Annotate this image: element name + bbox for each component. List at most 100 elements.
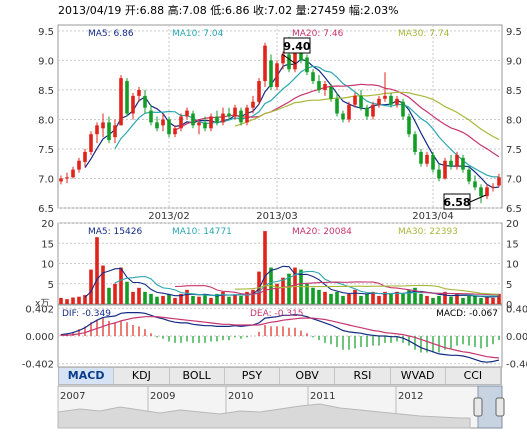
price-candle-body	[281, 54, 285, 64]
volume-bar	[419, 293, 423, 304]
tab-rsi[interactable]: RSI	[335, 368, 391, 384]
price-candle	[221, 107, 225, 126]
volume-ma-lines	[84, 265, 500, 298]
macd-y-ticks: 0.402 0.402 0.000 0.000 -0.402 -0.402	[22, 304, 527, 370]
volume-bar	[341, 295, 345, 304]
price-candle	[425, 151, 429, 167]
price-candle-body	[215, 116, 219, 123]
price-ma5-line	[84, 58, 500, 189]
volume-bar	[449, 296, 453, 304]
price-candle	[125, 78, 129, 117]
price-candle	[179, 113, 183, 132]
price-candle	[263, 42, 267, 87]
volume-bar	[233, 295, 237, 304]
price-candle	[317, 75, 321, 93]
price-candle	[197, 119, 201, 135]
volume-bar	[209, 297, 213, 304]
volume-bar	[251, 289, 255, 304]
price-candle-body	[455, 154, 459, 167]
volume-bar	[485, 296, 489, 304]
volume-bar	[119, 267, 123, 304]
volume-bar	[89, 269, 93, 304]
volume-bar	[161, 295, 165, 304]
volume-bar	[263, 231, 267, 304]
tab-wvad[interactable]: WVAD	[391, 368, 446, 384]
price-candle-body	[239, 110, 243, 123]
price-candle	[437, 163, 441, 182]
tab-boll[interactable]: BOLL	[170, 368, 225, 384]
tab-obv[interactable]: OBV	[280, 368, 336, 384]
volume-bar	[155, 296, 159, 304]
price-candle-body	[83, 151, 87, 162]
volume-bar	[365, 293, 369, 304]
volume-bar	[113, 283, 117, 304]
price-candle-body	[479, 187, 483, 197]
volume-ma20-line	[174, 281, 500, 296]
volume-bar	[383, 291, 387, 304]
price-candle-body	[95, 125, 99, 135]
price-grid	[58, 25, 502, 209]
price-candle	[443, 157, 447, 180]
price-candle	[389, 92, 393, 108]
price-candle	[245, 104, 249, 126]
price-y-tick-right: 8.5	[506, 86, 522, 97]
volume-bar	[101, 265, 105, 304]
price-x-tick: 2013/04	[412, 211, 454, 222]
volume-bar	[125, 281, 129, 304]
volume-grid	[58, 222, 502, 285]
price-candle-body	[347, 104, 351, 120]
price-candle-body	[461, 157, 465, 170]
volume-bar	[293, 267, 297, 304]
price-panel[interactable]	[57, 24, 503, 209]
price-candle-body	[329, 86, 333, 99]
price-candle	[347, 101, 351, 123]
navigator-year-label: 2012	[398, 391, 423, 402]
price-candle-body	[305, 57, 309, 73]
price-candle	[257, 78, 261, 105]
navigator-year-label: 2009	[150, 391, 175, 402]
price-candle-body	[65, 177, 69, 179]
macd-lines	[60, 312, 500, 363]
volume-bar	[323, 291, 327, 304]
price-y-tick-left: 9.0	[38, 56, 54, 67]
price-candle	[239, 107, 243, 126]
price-candle	[419, 148, 423, 167]
navigator-left-handle[interactable]	[473, 397, 483, 417]
navigator-right-handle[interactable]	[495, 397, 505, 417]
price-candle	[227, 107, 231, 120]
volume-bar	[281, 277, 285, 304]
price-candle	[233, 104, 237, 120]
price-candle-body	[71, 169, 75, 178]
price-candle	[71, 166, 75, 179]
price-candle-body	[443, 160, 447, 179]
volume-unit: x万	[35, 299, 49, 309]
price-candle	[191, 110, 195, 129]
tab-macd[interactable]: MACD	[59, 368, 115, 384]
volume-bar	[401, 293, 405, 304]
tab-kdj[interactable]: KDJ	[114, 368, 170, 384]
volume-bar	[143, 291, 147, 304]
price-candle-body	[293, 48, 297, 70]
price-candle	[77, 157, 81, 173]
macd-y-tick-left: 0.000	[25, 332, 54, 343]
volume-bar	[131, 291, 135, 304]
price-candle-body	[143, 95, 147, 108]
volume-legend-item: MA20: 20084	[292, 227, 352, 237]
tab-cci[interactable]: CCI	[446, 368, 501, 384]
price-candle-body	[425, 154, 429, 164]
price-candle-body	[287, 54, 291, 70]
price-candle-body	[419, 151, 423, 164]
high-annotation: 9.40	[281, 37, 311, 65]
price-candle	[491, 183, 495, 192]
price-candle-body	[77, 160, 81, 170]
volume-bar	[203, 295, 207, 304]
price-candle	[473, 175, 477, 191]
macd-y-tick-right: -0.402	[506, 360, 527, 371]
tab-psy[interactable]: PSY	[225, 368, 280, 384]
price-candle	[335, 92, 339, 117]
volume-ma30-line	[234, 284, 500, 295]
price-y-tick-left: 8.5	[38, 86, 54, 97]
macd-dif-line	[60, 312, 500, 363]
price-candle	[215, 110, 219, 126]
